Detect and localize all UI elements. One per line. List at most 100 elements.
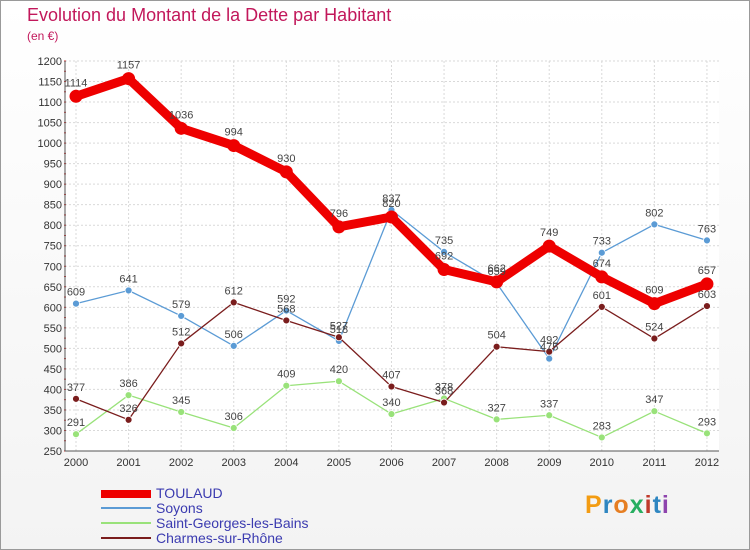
logo-letter: o: [613, 491, 630, 519]
data-point-saint-georges-les-bains: [229, 424, 238, 432]
data-point-soyons: [545, 354, 554, 363]
data-point-charmes-sur-rh-ne: [545, 347, 554, 356]
data-label-charmes-sur-rh-ne: 601: [593, 290, 611, 302]
y-tick-label: 900: [44, 179, 62, 191]
data-label-charmes-sur-rh-ne: 612: [225, 285, 243, 297]
chart-title: Evolution du Montant de la Dette par Hab…: [27, 5, 392, 25]
data-point-saint-georges-les-bains: [124, 391, 133, 400]
y-tick-label: 500: [44, 343, 62, 355]
data-label-soyons: 763: [698, 223, 716, 235]
x-tick-label: 2008: [484, 457, 508, 469]
y-tick-label: 850: [44, 200, 62, 212]
data-point-saint-georges-les-bains: [597, 433, 606, 442]
logo-letter: r: [602, 491, 614, 519]
data-point-charmes-sur-rh-ne: [440, 398, 448, 407]
legend-swatch-toulaud: [101, 490, 151, 498]
data-label-soyons: 837: [382, 193, 400, 205]
data-label-soyons: 641: [119, 273, 137, 285]
y-tick-label: 1000: [38, 138, 62, 150]
data-point-saint-georges-les-bains: [72, 430, 80, 439]
data-point-soyons: [440, 247, 448, 256]
data-label-toulaud: 930: [277, 153, 295, 165]
data-label-toulaud: 1036: [169, 109, 193, 121]
x-tick-label: 2000: [64, 457, 88, 469]
data-label-charmes-sur-rh-ne: 377: [67, 382, 85, 394]
data-point-toulaud: [122, 72, 136, 86]
y-tick-label: 300: [44, 425, 62, 437]
data-point-saint-georges-les-bains: [703, 429, 711, 438]
data-label-charmes-sur-rh-ne: 492: [540, 335, 558, 347]
data-point-toulaud: [647, 297, 661, 311]
data-label-saint-georges-les-bains: 345: [172, 395, 190, 407]
x-tick-label: 2007: [432, 457, 456, 469]
data-point-toulaud: [490, 275, 504, 289]
data-label-charmes-sur-rh-ne: 527: [330, 320, 348, 332]
data-point-toulaud: [174, 121, 188, 135]
data-point-saint-georges-les-bains: [177, 408, 186, 416]
data-point-charmes-sur-rh-ne: [597, 303, 606, 311]
data-label-saint-georges-les-bains: 337: [540, 398, 558, 410]
data-label-saint-georges-les-bains: 347: [645, 394, 663, 406]
data-label-soyons: 802: [645, 207, 663, 219]
data-point-toulaud: [279, 165, 293, 179]
data-label-soyons: 579: [172, 299, 190, 311]
data-label-saint-georges-les-bains: 283: [593, 420, 611, 432]
x-tick-label: 2002: [169, 457, 193, 469]
data-point-soyons: [177, 312, 186, 320]
y-tick-label: 650: [44, 282, 62, 294]
data-point-toulaud: [542, 239, 556, 253]
data-label-charmes-sur-rh-ne: 512: [172, 326, 190, 338]
data-label-soyons: 659: [487, 266, 505, 278]
data-label-toulaud: 1114: [65, 77, 88, 89]
data-point-soyons: [650, 220, 659, 229]
legend-swatch-soyons: [101, 507, 151, 509]
x-tick-label: 2006: [379, 457, 403, 469]
data-label-toulaud: 994: [225, 127, 243, 139]
y-tick-label: 950: [44, 159, 62, 171]
y-tick-label: 600: [44, 302, 62, 314]
data-point-saint-georges-les-bains: [545, 411, 554, 420]
data-label-saint-georges-les-bains: 327: [487, 402, 505, 414]
x-tick-label: 2003: [221, 457, 245, 469]
data-label-toulaud: 657: [698, 265, 716, 277]
x-tick-label: 2004: [274, 457, 298, 469]
y-tick-label: 400: [44, 384, 62, 396]
data-label-toulaud: 1157: [117, 60, 141, 72]
data-label-charmes-sur-rh-ne: 326: [119, 403, 137, 415]
legend-swatch-saint-georges: [101, 522, 151, 524]
y-tick-label: 550: [44, 323, 62, 335]
x-tick-label: 2010: [590, 457, 614, 469]
data-label-charmes-sur-rh-ne: 504: [487, 330, 505, 342]
x-tick-label: 2011: [643, 457, 667, 469]
data-point-charmes-sur-rh-ne: [703, 302, 711, 310]
data-label-charmes-sur-rh-ne: 368: [435, 386, 453, 398]
data-label-toulaud: 749: [540, 227, 558, 239]
x-tick-label: 2009: [537, 457, 561, 469]
data-label-soyons: 518: [330, 324, 348, 336]
y-tick-label: 1200: [38, 56, 62, 68]
x-tick-label: 2001: [116, 457, 140, 469]
data-label-charmes-sur-rh-ne: 407: [382, 370, 400, 382]
plot-area: [65, 61, 719, 451]
data-point-soyons: [124, 286, 133, 295]
y-tick-label: 350: [44, 405, 62, 417]
data-label-toulaud: 820: [382, 198, 400, 210]
data-label-soyons: 733: [593, 236, 611, 248]
data-label-saint-georges-les-bains: 306: [225, 411, 243, 423]
data-point-soyons: [282, 306, 291, 315]
y-tick-label: 750: [44, 241, 62, 253]
data-label-soyons: 506: [225, 329, 243, 341]
data-label-toulaud: 674: [593, 258, 611, 270]
data-label-toulaud: 796: [330, 208, 348, 220]
data-label-saint-georges-les-bains: 378: [435, 381, 453, 393]
legend-label-charmes: Charmes-sur-Rhône: [156, 530, 283, 546]
data-point-charmes-sur-rh-ne: [229, 298, 238, 307]
data-point-saint-georges-les-bains: [650, 407, 659, 416]
data-point-charmes-sur-rh-ne: [177, 339, 186, 348]
x-tick-label: 2012: [695, 457, 719, 469]
data-label-soyons: 735: [435, 235, 453, 247]
data-label-saint-georges-les-bains: 293: [698, 416, 716, 428]
data-point-toulaud: [437, 263, 451, 277]
data-point-charmes-sur-rh-ne: [124, 415, 133, 424]
